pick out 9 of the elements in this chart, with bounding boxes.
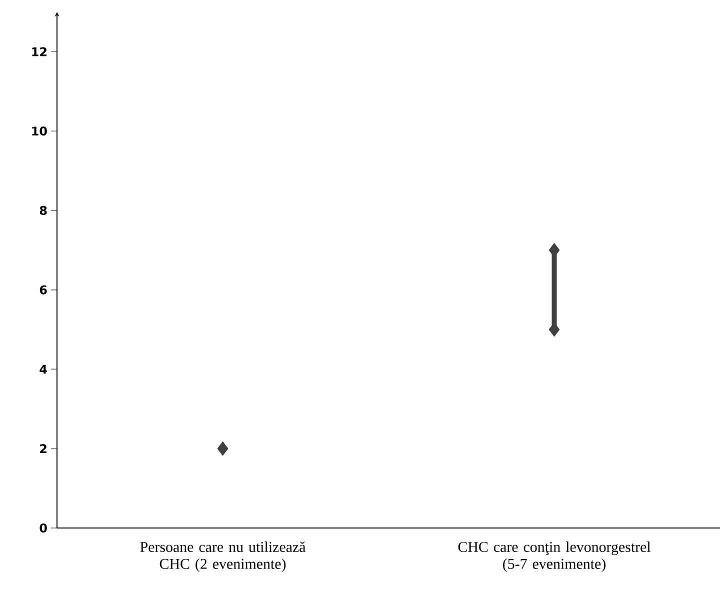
y-tick-label: 10 — [32, 126, 47, 136]
y-tick-label: 6 — [40, 285, 47, 294]
y-tick-label: 8 — [40, 206, 47, 215]
x-tick-label: CHC care conţin levonorgestrel (5-7 evenimente) — [458, 542, 651, 572]
y-tick-label: 12 — [32, 47, 46, 56]
y-tick-label: 2 — [40, 444, 46, 454]
y-tick-label: 4 — [40, 364, 47, 374]
y-tick-label: 0 — [40, 523, 47, 533]
x-tick-label: Persoane care nu utilizează CHC (2 evenimente) — [140, 542, 306, 572]
